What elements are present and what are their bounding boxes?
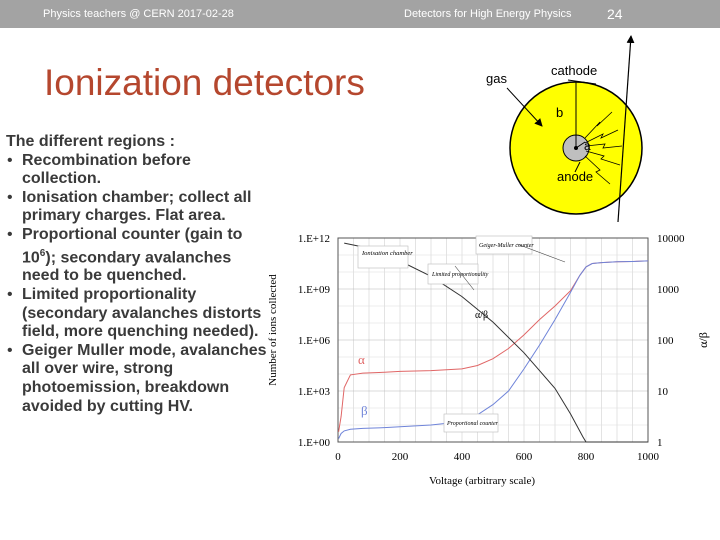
anode-pointer <box>574 161 581 173</box>
bullet-item: • Ionisation chamber; collect all primary… <box>6 189 268 226</box>
anode-label: anode <box>557 169 593 184</box>
bullet-dot: • <box>7 225 13 243</box>
bullet-text: Geiger Muller mode, avalanches all over … <box>22 341 267 415</box>
series-line-alpha-beta <box>344 242 648 443</box>
avalanche-paths <box>584 111 623 185</box>
y2-tick-label: 10000 <box>657 233 685 245</box>
y-tick-label: 1.E+00 <box>298 437 331 449</box>
slide-title: Ionization detectors <box>44 62 365 103</box>
gas-label: gas <box>486 71 507 86</box>
series-label-beta: β <box>361 403 368 418</box>
bullet-text: Limited proportionality (secondary avala… <box>22 286 262 341</box>
annotation-pointer <box>454 265 475 291</box>
chart-grid <box>338 238 648 442</box>
bullet-dot: • <box>7 341 13 359</box>
x-tick-label: 400 <box>454 451 471 463</box>
ionization-chart: Ionisation chamber Limited proportionali… <box>267 233 710 487</box>
page-number: 24 <box>607 6 623 22</box>
bullet-text: Proportional counter (gain to 10 <box>22 225 243 266</box>
annotation-box <box>475 235 533 255</box>
annotation-geiger-muller: Geiger-Muller counter <box>479 243 534 249</box>
y2-tick-label: 1 <box>657 437 663 449</box>
series-label-alpha: α <box>358 352 365 367</box>
annotation-box <box>357 245 409 269</box>
header-left-text: Physics teachers @ CERN 2017-02-28 <box>43 8 234 20</box>
intro-line: The different regions : <box>6 133 175 150</box>
y-tick-label: 1.E+12 <box>298 233 330 245</box>
y-axis-label: Number of ions collected <box>267 274 279 386</box>
bullet-item: • Geiger Muller mode, avalanches all over… <box>6 342 268 416</box>
annotation-box <box>443 413 499 433</box>
header-bar <box>0 0 720 28</box>
y-tick-label: 1.E+09 <box>298 284 331 296</box>
y2-tick-label: 10 <box>657 386 669 398</box>
bullet-superscript: 6 <box>39 247 46 259</box>
body-text: The different regions : • Recombination b… <box>6 133 268 416</box>
bullet-text-continued: ); secondary avalanches need to be quenc… <box>22 248 232 285</box>
bullet-text: Recombination before collection. <box>22 151 191 188</box>
x-tick-label: 800 <box>578 451 595 463</box>
chart-series <box>338 242 649 443</box>
y-tick-label: 1.E+06 <box>298 335 331 347</box>
counter-diagram: gas cathode b a anode <box>486 35 643 223</box>
bullet-dot: • <box>7 151 13 169</box>
annotation-ionisation-chamber: Ionisation chamber <box>361 250 413 257</box>
x-tick-label: 600 <box>516 451 533 463</box>
particle-track <box>617 35 635 223</box>
y-tick-label: 1.E+03 <box>298 386 331 398</box>
header-center-text: Detectors for High Energy Physics <box>404 8 572 20</box>
radius-a-line <box>575 141 586 149</box>
cathode-label: cathode <box>551 63 597 78</box>
y2-tick-label: 100 <box>657 335 674 347</box>
x-axis-label: Voltage (arbitrary scale) <box>429 475 535 487</box>
bullet-list: • Recombination before collection. • Ionis… <box>6 152 268 417</box>
bullet-item: • Limited proportionality (secondary aval… <box>6 286 268 342</box>
gas-pointer <box>506 87 543 127</box>
x-tick-label: 0 <box>335 451 341 463</box>
series-line-beta <box>338 260 649 439</box>
y2-axis-label: α/β <box>696 332 710 348</box>
a-label: a <box>584 139 591 153</box>
annotation-pointer <box>516 243 566 263</box>
y2-tick-label: 1000 <box>657 284 680 296</box>
annotation-proportional-counter: Proportional counter <box>446 421 499 427</box>
series-label-alpha-beta: α/β <box>475 310 488 321</box>
bullet-dot: • <box>7 188 13 206</box>
bullet-text: Ionisation chamber; collect all primary … <box>22 188 252 225</box>
x-tick-label: 1000 <box>637 451 660 463</box>
bullet-item: • Recombination before collection. <box>6 152 268 189</box>
cathode-pointer <box>567 79 597 85</box>
axis-ticks: 0 200 400 600 800 1000 1.E+00 1.E+03 1.E+06 1.E+0… <box>298 233 685 463</box>
annotation-limited-proportionality: Limited proportionality <box>431 272 489 278</box>
bullet-dot: • <box>7 286 13 304</box>
x-tick-label: 200 <box>392 451 409 463</box>
bullet-item: • Proportional counter (gain to 106); sec… <box>6 226 268 286</box>
b-label: b <box>556 105 563 120</box>
